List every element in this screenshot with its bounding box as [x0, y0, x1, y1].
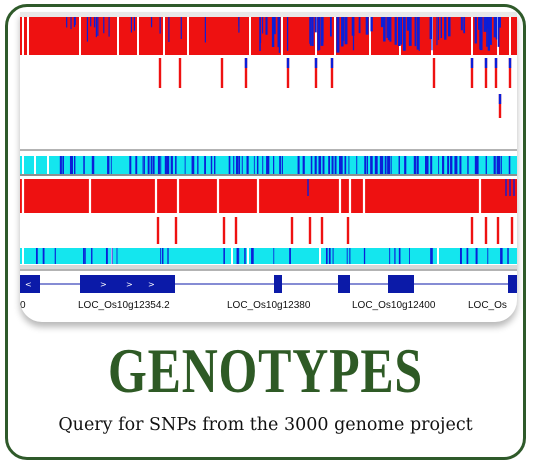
- genotype-row-4: [20, 179, 517, 213]
- gene-exon: [388, 275, 414, 293]
- gene-label: 0: [20, 300, 26, 311]
- gene-exon: [80, 275, 175, 293]
- page-title: GENOTYPES: [108, 335, 423, 406]
- het-block: [20, 248, 517, 264]
- genotype-browser-figure: < > > > 0 LOC_Os10g12354.2 LOC_Os10g12380 L…: [20, 12, 517, 322]
- gene-label: LOC_Os10g12380: [227, 300, 311, 311]
- page-subtitle: Query for SNPs from the 3000 genome proj…: [58, 415, 473, 435]
- genotype-tracks: < > > > 0 LOC_Os10g12354.2 LOC_Os10g12380 L…: [20, 12, 517, 311]
- figure-top-strip: [20, 12, 517, 17]
- genotype-row-3: [20, 156, 517, 174]
- strand-arrow-icon: >: [100, 280, 107, 289]
- gene-exon: [20, 275, 40, 293]
- strand-arrow-icon: >: [148, 280, 155, 289]
- gene-label: LOC_Os10g12400: [352, 300, 436, 311]
- strand-arrow-icon: >: [126, 280, 133, 289]
- gene-exon: [274, 275, 282, 293]
- genotype-row-7: [20, 265, 517, 269]
- strand-arrow-icon: <: [25, 280, 32, 289]
- gene-exon: [338, 275, 350, 293]
- baseline-bar: [20, 265, 517, 269]
- ref-allele-block: [20, 17, 517, 55]
- genotype-row-2: [158, 58, 512, 118]
- genotype-row-6: [20, 248, 517, 264]
- gene-exon: [508, 275, 517, 293]
- gene-label: LOC_Os10g12354.2: [78, 300, 170, 311]
- genotype-row-1: [20, 17, 517, 55]
- gene-model-track: < > > >: [20, 275, 517, 293]
- genotype-row-5: [156, 217, 514, 244]
- gene-label: LOC_Os: [468, 300, 507, 311]
- genotypes-card[interactable]: < > > > 0 LOC_Os10g12354.2 LOC_Os10g12380 L…: [5, 4, 526, 460]
- ref-allele-block: [20, 179, 517, 213]
